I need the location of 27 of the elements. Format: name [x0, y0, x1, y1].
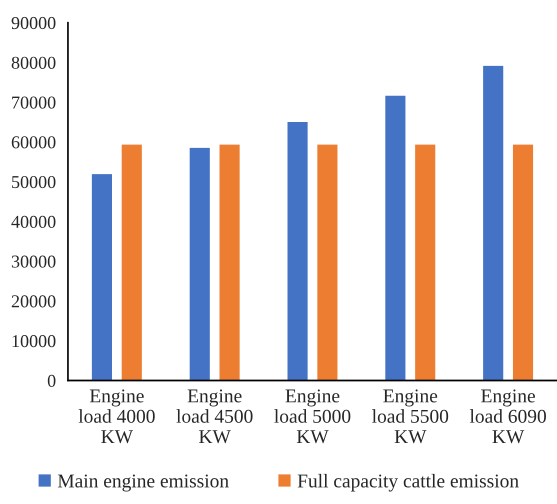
y-tick-label: 40000 [11, 216, 56, 228]
x-tick-label: Engine load 6090 KW [470, 389, 546, 444]
x-tick-label: Engine load 5500 KW [372, 389, 448, 444]
bar [512, 143, 534, 381]
legend-label: Main engine emission [58, 474, 229, 492]
y-tick-label: 50000 [12, 176, 56, 188]
y-tick-label: 60000 [12, 136, 56, 148]
bar [218, 143, 242, 381]
y-tick-label: 90000 [12, 16, 56, 30]
bar [286, 120, 310, 381]
y-tick-label: 70000 [12, 96, 56, 109]
x-tick-label: Engine load 5000 KW [274, 389, 350, 444]
y-tick-label: 20000 [12, 295, 56, 308]
bar [316, 143, 339, 381]
y-tick-label: 0 [48, 374, 56, 387]
y-tick-label: 10000 [12, 335, 56, 348]
bar [482, 64, 505, 381]
legend-label: Full capacity cattle emission [298, 474, 519, 492]
bar [188, 146, 212, 381]
y-tick-label: 30000 [12, 255, 56, 268]
bar [384, 94, 407, 381]
x-tick-label: Engine load 4000 KW [78, 389, 155, 444]
x-tick-label: Engine load 4500 KW [176, 389, 253, 444]
bar [414, 143, 437, 381]
bar [90, 172, 114, 381]
bar [120, 143, 144, 381]
y-tick-label: 80000 [12, 56, 56, 69]
